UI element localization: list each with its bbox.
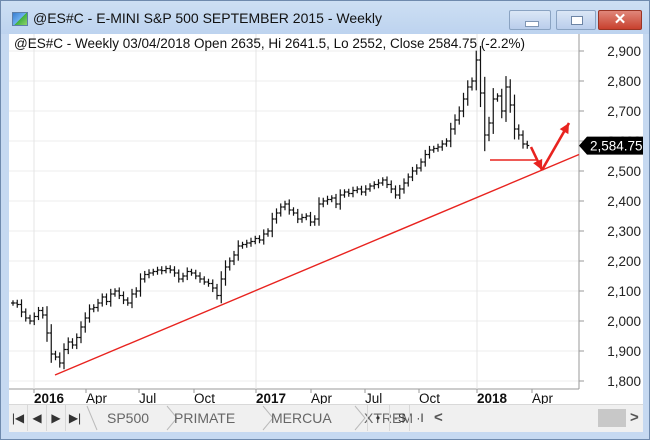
maximize-icon	[571, 16, 583, 25]
scroll-left-arrow-icon[interactable]: <	[434, 409, 443, 426]
x-tick-label: Jul	[139, 391, 156, 404]
price-chart[interactable]: 1,800 1,900 2,000 2,100 2,200 2,300 2,400 2,500…	[9, 34, 643, 404]
next-sheet-button[interactable]: ▶	[47, 405, 66, 431]
x-tick-label: Oct	[194, 391, 215, 404]
x-tick-label: Apr	[532, 391, 554, 404]
y-tick-label: 2,700	[607, 104, 641, 119]
x-tick-label: 2016	[34, 391, 65, 404]
y-tick-label: 2,400	[607, 194, 641, 209]
close-button[interactable]: ✕	[598, 10, 642, 30]
bullet-button[interactable]: •	[367, 405, 388, 431]
y-tick-label: 2,800	[607, 74, 641, 89]
y-tick-label: 2,500	[607, 164, 641, 179]
y-tick-label: 2,000	[607, 314, 641, 329]
chart-app-icon	[12, 12, 28, 26]
x-tick-label: Oct	[419, 391, 440, 404]
y-tick-label: 1,800	[607, 374, 641, 389]
y-tick-label: 2,900	[607, 44, 641, 59]
sheet-tab-primate[interactable]: PRIMATE	[174, 410, 236, 426]
title-bar[interactable]: @ES#C - E-MINI S&P 500 SEPTEMBER 2015 - …	[1, 1, 649, 34]
minimize-button[interactable]	[509, 10, 551, 30]
s-button[interactable]: ·S	[389, 405, 410, 431]
chart-area[interactable]: 1,800 1,900 2,000 2,100 2,200 2,300 2,400 2,500…	[9, 34, 643, 432]
maximize-button[interactable]	[556, 10, 596, 30]
y-tick-label: 2,100	[607, 284, 641, 299]
y-tick-label: 2,300	[607, 224, 641, 239]
x-tick-label: 2018	[477, 391, 508, 404]
y-tick-label: 1,900	[607, 344, 641, 359]
sheet-tab-sp500[interactable]: SP500	[107, 410, 150, 426]
last-price-marker	[579, 136, 643, 155]
last-sheet-button[interactable]: ▶|	[68, 411, 82, 425]
sheet-tab-bar: |◀ ◀ ▶ ▶| SP500 PRIMATE MERCUA XTREM • ·…	[9, 404, 643, 432]
tab-separators	[86, 405, 366, 431]
x-tick-label: Apr	[311, 391, 333, 404]
minimize-icon	[525, 21, 539, 27]
last-price-label: 2,584.75	[590, 139, 643, 154]
first-sheet-button[interactable]: |◀	[9, 405, 28, 431]
trend-line	[54, 153, 580, 376]
scrollbar-thumb[interactable]	[598, 409, 626, 427]
bar-info-line: @ES#C - Weekly 03/04/2018 Open 2635, Hi …	[14, 36, 526, 51]
close-icon: ✕	[613, 11, 627, 28]
horizontal-scrollbar[interactable]: < >	[430, 405, 643, 431]
x-tick-label: Apr	[86, 391, 108, 404]
i-button[interactable]: ·I	[409, 405, 431, 431]
x-tick-label: 2017	[256, 391, 286, 404]
sheet-tab-xtrem[interactable]: XTREM	[364, 410, 413, 426]
y-tick-label: 2,200	[607, 254, 641, 269]
window-title: @ES#C - E-MINI S&P 500 SEPTEMBER 2015 - …	[33, 10, 383, 26]
sheet-tab-mercua[interactable]: MERCUA	[271, 410, 332, 426]
previous-sheet-button[interactable]: ◀	[28, 405, 47, 431]
scroll-right-arrow-icon[interactable]: >	[630, 409, 639, 426]
x-tick-label: Jul	[365, 391, 382, 404]
